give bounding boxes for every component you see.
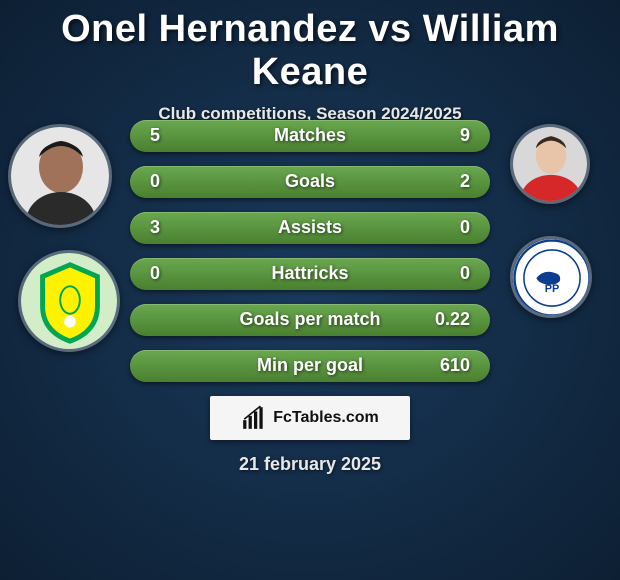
stat-right: 9 <box>460 125 470 146</box>
stat-row-assists: 3 Assists 0 <box>130 212 490 244</box>
stat-row-hattricks: 0 Hattricks 0 <box>130 258 490 290</box>
branding-badge: FcTables.com <box>210 396 410 440</box>
stat-right: 2 <box>460 171 470 192</box>
stat-label: Matches <box>130 125 490 146</box>
club1-logo <box>18 250 120 352</box>
stat-label: Hattricks <box>130 263 490 284</box>
player2-photo <box>510 124 590 204</box>
date-text: 21 february 2025 <box>0 454 620 475</box>
stat-label: Assists <box>130 217 490 238</box>
branding-text: FcTables.com <box>273 409 379 427</box>
player1-photo <box>8 124 112 228</box>
page-title: Onel Hernandez vs William Keane <box>0 0 620 94</box>
stat-bars: 5 Matches 9 0 Goals 2 3 Assists 0 0 Hatt… <box>130 120 490 396</box>
stat-right: 0 <box>460 263 470 284</box>
chart-icon <box>241 405 267 431</box>
stat-row-matches: 5 Matches 9 <box>130 120 490 152</box>
stat-right: 0.22 <box>435 309 470 330</box>
svg-text:PP: PP <box>545 283 560 295</box>
stat-right: 610 <box>440 355 470 376</box>
stat-row-gpm: Goals per match 0.22 <box>130 304 490 336</box>
stat-row-goals: 0 Goals 2 <box>130 166 490 198</box>
stat-label: Min per goal <box>130 355 490 376</box>
stat-label: Goals <box>130 171 490 192</box>
stat-row-mpg: Min per goal 610 <box>130 350 490 382</box>
stat-right: 0 <box>460 217 470 238</box>
club2-logo: PP <box>510 236 592 318</box>
